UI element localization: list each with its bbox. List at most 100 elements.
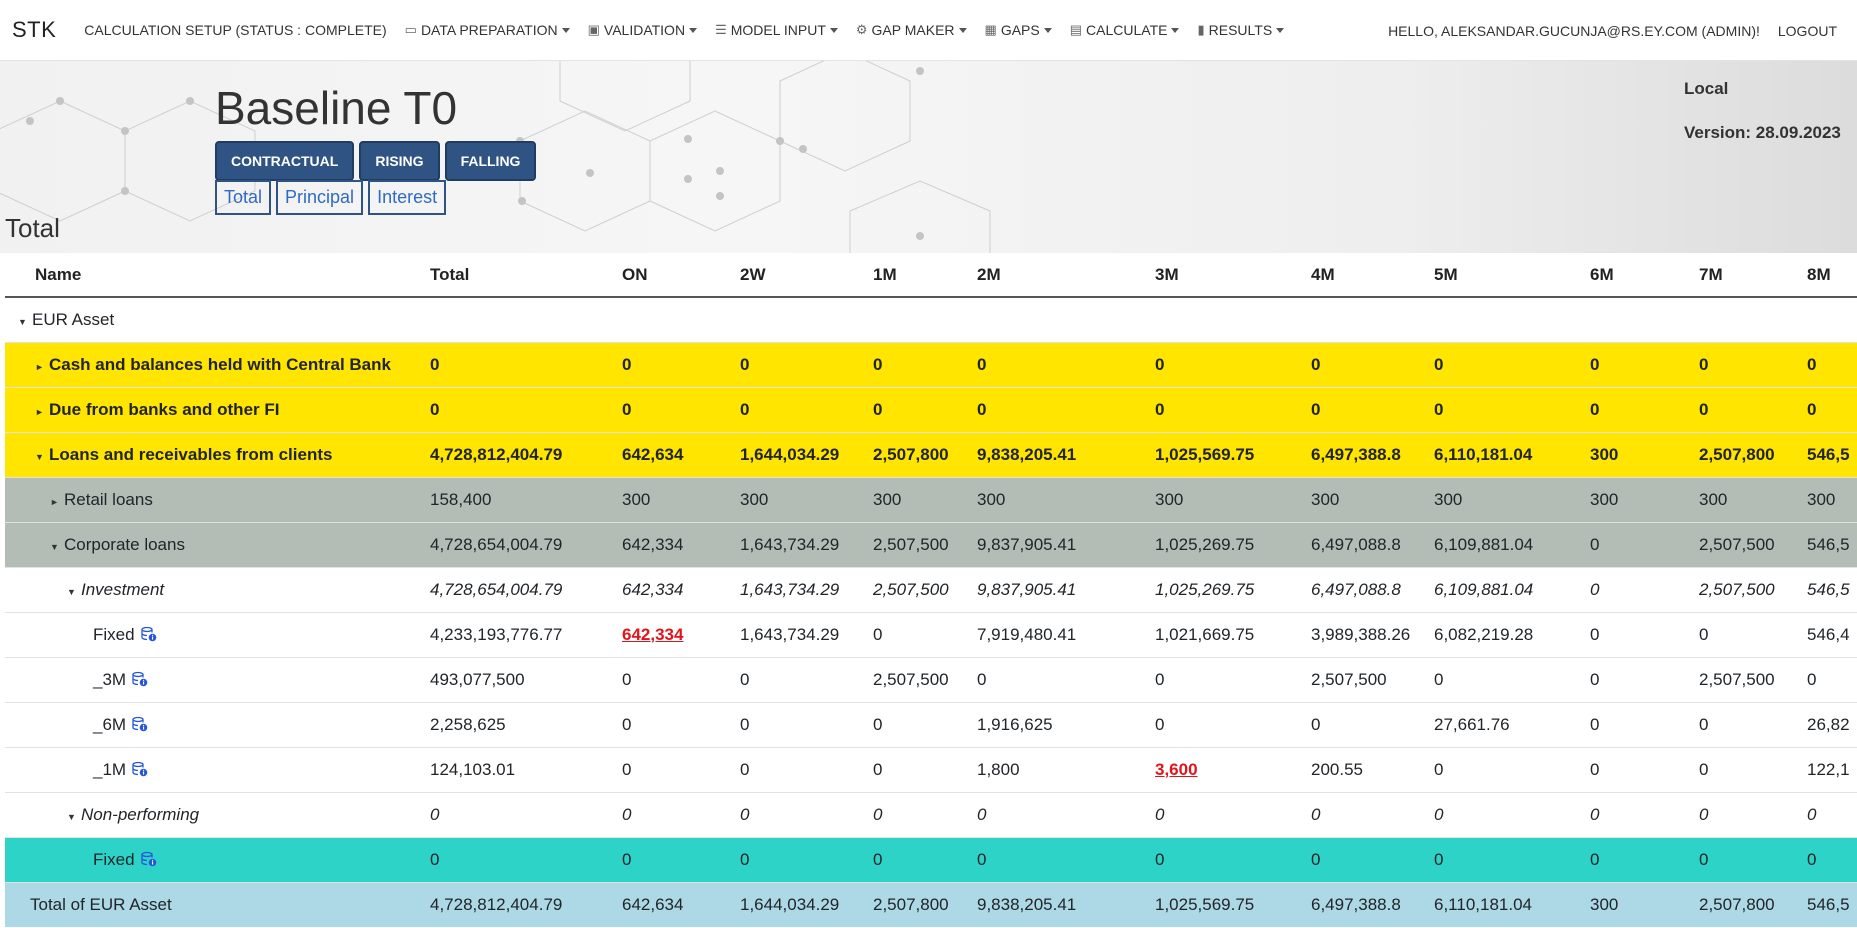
table-row[interactable]: ► Due from banks and other FI 0 0 0 0 0 0 0 0 0 0 0: [5, 386, 1857, 432]
table-row[interactable]: _6M 2,258,625 0 0 0 1,916,625 0 0 27,661.76 0 0 26,…: [5, 701, 1857, 747]
cell-value: 0: [1311, 804, 1321, 824]
cell-value: 0: [1699, 714, 1709, 734]
user-greeting: HELLO, ALEKSANDAR.GUCUNJA@RS.EY.COM (ADM…: [1388, 22, 1760, 39]
table-row[interactable]: ▼ EUR Asset: [5, 296, 1857, 342]
database-info-icon[interactable]: [132, 761, 148, 777]
caret-closed-icon[interactable]: ►: [35, 406, 44, 417]
column-header[interactable]: Total: [430, 253, 622, 298]
nav-menu-item[interactable]: ▮ RESULTS: [1197, 22, 1285, 38]
column-header[interactable]: 1M: [873, 253, 977, 298]
caret-open-icon[interactable]: ▼: [35, 451, 44, 462]
view-tab-interest[interactable]: Interest: [368, 180, 447, 215]
table-cell: 0: [1699, 341, 1807, 387]
cell-value: 300: [1590, 489, 1619, 509]
logout-link[interactable]: LOGOUT: [1777, 22, 1837, 39]
row-name: Non-performing: [81, 804, 200, 824]
cell-value: 0: [1590, 579, 1600, 599]
table-cell: 2,507,500: [1699, 566, 1807, 612]
table-row[interactable]: ▼ Investment 4,728,654,004.79 642,334 1,643,…: [5, 566, 1857, 612]
nav-menu-item[interactable]: ☰ MODEL INPUT: [715, 22, 838, 38]
caret-closed-icon[interactable]: ►: [35, 361, 44, 372]
database-info-icon[interactable]: [132, 716, 148, 732]
nav-menu-item[interactable]: ▤ CALCULATE: [1070, 22, 1180, 38]
table-cell: 0: [1434, 791, 1590, 837]
row-name-cell: ► Due from banks and other FI: [5, 386, 430, 432]
column-header[interactable]: 4M: [1311, 253, 1434, 298]
table-row[interactable]: ▼ Corporate loans 4,728,654,004.79 642,334 1…: [5, 521, 1857, 567]
cell-value: 0: [1434, 849, 1444, 869]
caret-closed-icon[interactable]: ►: [50, 496, 59, 507]
column-header[interactable]: Name: [5, 253, 430, 298]
scenario-button-falling[interactable]: FALLING: [444, 141, 537, 181]
row-name-cell: ► Cash and balances held with Central Ban…: [5, 341, 430, 387]
database-info-icon[interactable]: [140, 851, 157, 867]
column-header[interactable]: 7M: [1699, 253, 1807, 298]
cell-value: 26,82: [1807, 714, 1850, 734]
cell-value: 0: [1590, 759, 1600, 779]
table-cell: 546,5: [1807, 566, 1857, 612]
table-cell: 0: [1699, 836, 1807, 882]
nav-menu-item[interactable]: ▣ VALIDATION: [588, 22, 698, 38]
column-header[interactable]: 2M: [977, 253, 1155, 298]
table-row[interactable]: ▼ Non-performing 0 0 0 0 0 0 0 0 0 0 0: [5, 791, 1857, 837]
table-cell: 9,837,905.41: [977, 521, 1155, 567]
table-row[interactable]: ► Cash and balances held with Central Ban…: [5, 341, 1857, 387]
drilldown-link[interactable]: 642,334: [622, 624, 684, 644]
nav-menu-item[interactable]: ▭ DATA PREPARATION: [405, 22, 570, 38]
column-header[interactable]: 6M: [1590, 253, 1699, 298]
table-body: ▼ EUR Asset ► Cash and balances held with C…: [5, 296, 1857, 927]
nav-menu-label: CALCULATE: [1086, 22, 1168, 38]
cell-value: 1,021,669.75: [1155, 624, 1255, 644]
nav-menu-item[interactable]: ⚙ GAP MAKER: [856, 22, 967, 38]
caret-open-icon[interactable]: ▼: [67, 811, 76, 822]
table-row[interactable]: ▼ Loans and receivables from clients 4,728…: [5, 431, 1857, 477]
scenario-button-contractual[interactable]: CONTRACTUAL: [215, 141, 355, 181]
scenario-button-rising[interactable]: RISING: [359, 141, 440, 181]
caret-open-icon[interactable]: ▼: [67, 586, 76, 597]
cell-value: 0: [1155, 849, 1165, 869]
caret-open-icon[interactable]: ▼: [50, 541, 59, 552]
cell-value: 6,082,219.28: [1434, 624, 1534, 644]
cell-value: 0: [740, 759, 750, 779]
drilldown-link[interactable]: 3,600: [1155, 759, 1198, 779]
caret-down-icon: [1171, 27, 1180, 33]
column-header[interactable]: 8M: [1807, 253, 1857, 298]
table-cell: 122,1: [1807, 746, 1857, 792]
view-tab-total[interactable]: Total: [215, 180, 272, 215]
column-header[interactable]: 3M: [1155, 253, 1311, 298]
table-row[interactable]: Fixed 4,233,193,776.77 642,334 1,643,734.29…: [5, 611, 1857, 657]
cell-value: 0: [1434, 669, 1444, 689]
table-row[interactable]: _3M 493,077,500 0 0 2,507,500 0 0 2,507,500 0 0 2,…: [5, 656, 1857, 702]
database-icon: ▭: [404, 22, 417, 37]
column-header[interactable]: 2W: [740, 253, 873, 298]
cell-value: 2,507,500: [1311, 669, 1387, 689]
table-row[interactable]: _1M 124,103.01 0 0 0 1,800 3,600 200.55 0 0 0 122,1: [5, 746, 1857, 792]
table-cell: 0: [977, 656, 1155, 702]
database-info-icon[interactable]: [132, 671, 148, 687]
cell-value: 0: [1590, 624, 1600, 644]
table-row[interactable]: Fixed 0 0 0 0 0 0 0 0 0 0 0: [5, 836, 1857, 882]
nav-menu-item[interactable]: CALCULATION SETUP (STATUS : COMPLETE): [84, 22, 386, 38]
table-row[interactable]: ► Retail loans 158,400 300 300 300 300 300 300 30…: [5, 476, 1857, 522]
database-info-icon[interactable]: [140, 626, 157, 642]
column-header[interactable]: ON: [622, 253, 740, 298]
brand-logo[interactable]: STK: [12, 17, 57, 42]
results-table-container[interactable]: Name Total ON 2W 1M 2M 3M 4M 5M 6M 7M 8M ▼ EUR Asset…: [5, 253, 1857, 928]
nav-menu-item[interactable]: ▦ GAPS: [985, 22, 1052, 38]
cell-value: 0: [622, 354, 632, 374]
table-cell: 2,507,500: [873, 521, 977, 567]
cell-value: 0: [1434, 759, 1444, 779]
caret-open-icon[interactable]: ▼: [18, 316, 27, 327]
table-cell: 1,644,034.29: [740, 431, 873, 477]
table-cell: 6,109,881.04: [1434, 521, 1590, 567]
view-tab-principal[interactable]: Principal: [276, 180, 364, 215]
table-cell: 0: [622, 746, 740, 792]
table-row[interactable]: Total of EUR Asset 4,728,812,404.79 642,63…: [5, 881, 1857, 927]
column-header[interactable]: 5M: [1434, 253, 1590, 298]
cell-value: 2,258,625: [430, 714, 506, 734]
table-cell: 546,4: [1807, 611, 1857, 657]
cell-value: 6,497,388.8: [1311, 894, 1401, 914]
table-cell: 0: [430, 791, 622, 837]
hexagon-background-pattern: [0, 61, 991, 253]
row-name-cell: ▼ Loans and receivables from clients: [5, 431, 430, 477]
